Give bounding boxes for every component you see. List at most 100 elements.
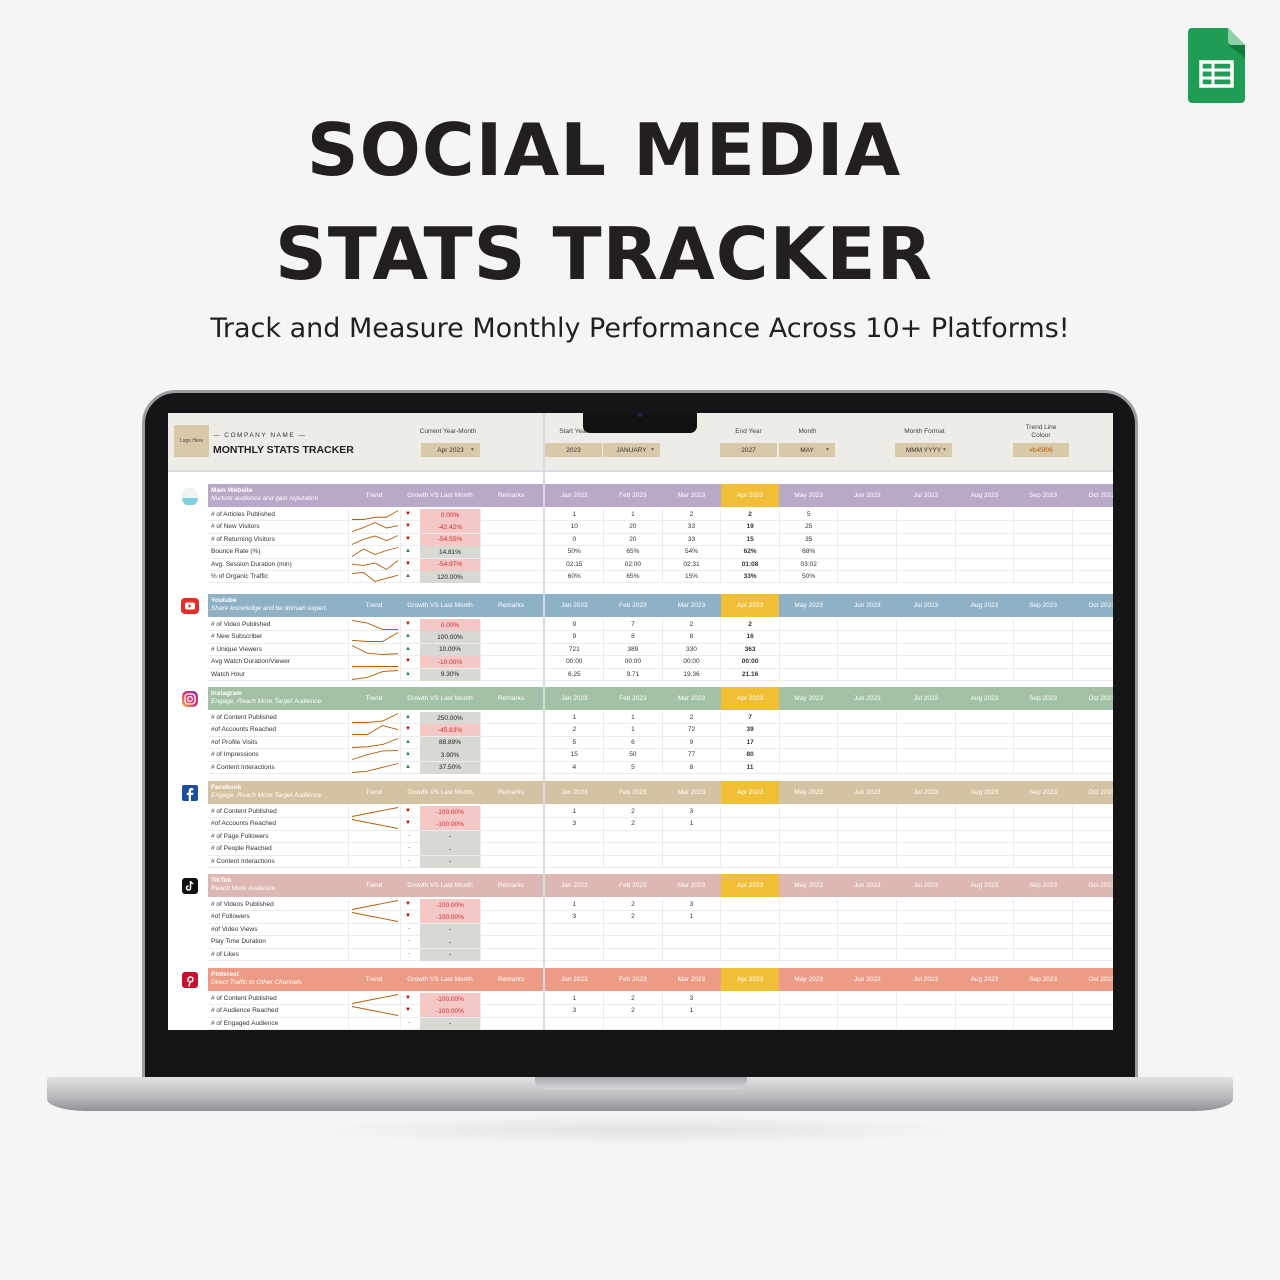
- month-value[interactable]: 2: [631, 1007, 635, 1015]
- month-header[interactable]: Jul 2023: [913, 695, 939, 702]
- month-value[interactable]: 9: [572, 633, 577, 641]
- month-value[interactable]: 7: [631, 621, 635, 628]
- month-value[interactable]: 2: [631, 808, 635, 815]
- month-value[interactable]: 68%: [802, 548, 816, 556]
- month-header[interactable]: Sep 2023: [1029, 882, 1058, 889]
- month-header[interactable]: Feb 2023: [619, 492, 647, 499]
- month-header[interactable]: Jan 2023: [560, 882, 588, 889]
- table-row[interactable]: # of Videos Published ▼ -100.00% 1 2 3: [208, 899, 1113, 912]
- month-value[interactable]: 33: [687, 523, 696, 531]
- month-value[interactable]: 03:02: [800, 560, 817, 568]
- month-header[interactable]: Aug 2023: [970, 789, 999, 796]
- month-header[interactable]: Oct 2023: [1088, 976, 1113, 983]
- month-header[interactable]: Jan 2023: [560, 602, 588, 609]
- month-header[interactable]: May 2023: [794, 882, 823, 889]
- month-header[interactable]: Jul 2023: [913, 492, 939, 499]
- current-month-dropdown[interactable]: Apr 2023 ▼: [421, 443, 480, 457]
- month-value[interactable]: 2: [631, 901, 635, 908]
- month-value[interactable]: 5: [572, 738, 577, 746]
- month-value[interactable]: 00:00: [741, 658, 759, 666]
- month-header[interactable]: Mar 2023: [677, 976, 706, 983]
- month-header[interactable]: Mar 2023: [677, 492, 706, 499]
- month-value[interactable]: 2: [689, 714, 694, 721]
- month-value[interactable]: 1: [572, 808, 577, 815]
- month-value[interactable]: 01:08: [741, 560, 759, 568]
- month-value[interactable]: 10: [570, 523, 578, 531]
- month-value[interactable]: 389: [627, 645, 639, 653]
- month-header[interactable]: Sep 2023: [1029, 789, 1058, 796]
- month-header[interactable]: Sep 2023: [1029, 695, 1058, 702]
- month-value[interactable]: 62%: [743, 548, 757, 556]
- month-value[interactable]: 15%: [684, 573, 698, 580]
- month-value[interactable]: 19.36: [683, 670, 700, 678]
- month-value[interactable]: 0: [572, 535, 577, 543]
- month-header[interactable]: Mar 2023: [677, 695, 706, 702]
- month-value[interactable]: 1: [572, 995, 577, 1002]
- month-value[interactable]: 16: [746, 633, 754, 641]
- month-value[interactable]: 33%: [743, 573, 757, 580]
- month-value[interactable]: 2: [572, 726, 577, 734]
- month-value[interactable]: 50: [629, 751, 637, 759]
- month-value[interactable]: 2: [631, 995, 635, 1002]
- table-row[interactable]: # of People Reached - -: [208, 843, 1113, 856]
- month-value[interactable]: 77: [687, 751, 696, 759]
- month-value[interactable]: 65%: [626, 548, 640, 556]
- month-value[interactable]: 2: [631, 820, 635, 828]
- month-header[interactable]: Feb 2023: [619, 882, 647, 889]
- month-value[interactable]: 8: [689, 763, 694, 771]
- month-header[interactable]: Oct 2023: [1088, 882, 1113, 889]
- month-header[interactable]: Jun 2023: [853, 789, 881, 796]
- start-month-dropdown[interactable]: JANUARY ▼: [603, 443, 660, 457]
- table-row[interactable]: # Content Interactions ▲ 37.50% 4 5 8 11: [208, 761, 1113, 774]
- month-value[interactable]: 1: [631, 714, 635, 721]
- month-header[interactable]: Aug 2023: [970, 695, 999, 702]
- month-header[interactable]: Apr 2023: [720, 968, 780, 991]
- month-header[interactable]: Jan 2023: [560, 789, 588, 796]
- month-value[interactable]: 15: [746, 535, 754, 543]
- month-value[interactable]: 35: [805, 535, 813, 543]
- month-header[interactable]: Feb 2023: [619, 602, 647, 609]
- month-value[interactable]: 2: [748, 511, 752, 518]
- month-value[interactable]: 02:15: [566, 560, 583, 568]
- month-value[interactable]: 3: [572, 913, 577, 921]
- table-row[interactable]: # of Returning Visitors ▼ -54.55% 0 20 33 15 35: [208, 533, 1113, 547]
- table-row[interactable]: #of Accounts Reached ▼ -100.00% 3 2 1: [208, 818, 1113, 831]
- table-row[interactable]: # of Content Published ▼ -100.00% 1 2 3: [208, 806, 1113, 819]
- start-year-field[interactable]: 2023: [545, 443, 602, 457]
- month-value[interactable]: 60%: [567, 573, 581, 580]
- table-row[interactable]: Watch Hour ▲ 9.30% 6.25 9.71 19.36 21.16: [208, 668, 1113, 681]
- table-row[interactable]: # of Audience Reached ▼ -100.00% 3 2 1: [208, 1005, 1113, 1018]
- month-header[interactable]: Oct 2023: [1088, 789, 1113, 796]
- month-value[interactable]: 65%: [626, 573, 640, 580]
- month-header[interactable]: May 2023: [794, 976, 823, 983]
- month-value[interactable]: 33: [687, 535, 696, 543]
- month-value[interactable]: 9.71: [626, 670, 640, 678]
- table-row[interactable]: Bounce Rate (%) ▲ 14.81% 50% 65% 54% 62% 68%: [208, 546, 1113, 559]
- month-value[interactable]: 00:00: [683, 658, 700, 666]
- month-header[interactable]: May 2023: [794, 602, 823, 609]
- month-header[interactable]: Oct 2023: [1088, 602, 1113, 609]
- month-value[interactable]: 721: [568, 645, 580, 653]
- table-row[interactable]: # of Engaged Audience - -: [208, 1017, 1113, 1030]
- table-row[interactable]: # of New Visitors ▼ -42.42% 10 20 33 19 25: [208, 521, 1113, 534]
- month-header[interactable]: Jul 2023: [913, 789, 939, 796]
- month-header[interactable]: Jun 2023: [853, 882, 881, 889]
- month-header[interactable]: Jul 2023: [913, 976, 939, 983]
- trend-colour-field[interactable]: #b45f06: [1013, 443, 1069, 457]
- table-row[interactable]: # Unique Viewers ▲ 10.00% 721 389 330 363: [208, 643, 1113, 657]
- month-header[interactable]: Jul 2023: [913, 602, 939, 609]
- month-header[interactable]: Mar 2023: [677, 602, 706, 609]
- month-header[interactable]: Jan 2023: [560, 976, 588, 983]
- month-value[interactable]: 6.25: [567, 670, 581, 678]
- table-row[interactable]: Avg. Session Duration (min) ▼ -54.97% 02:15…: [208, 558, 1113, 571]
- month-header[interactable]: Jul 2023: [913, 882, 939, 889]
- month-value[interactable]: 3: [572, 1007, 577, 1015]
- month-header[interactable]: Jun 2023: [853, 602, 881, 609]
- frozen-column-divider[interactable]: [543, 413, 545, 1030]
- month-value[interactable]: 3: [689, 995, 694, 1002]
- month-value[interactable]: 54%: [684, 548, 698, 556]
- table-row[interactable]: Play Time Duration - -: [208, 936, 1113, 949]
- month-header[interactable]: Apr 2023: [720, 594, 780, 617]
- month-header[interactable]: Sep 2023: [1029, 492, 1058, 499]
- month-header[interactable]: May 2023: [794, 789, 823, 796]
